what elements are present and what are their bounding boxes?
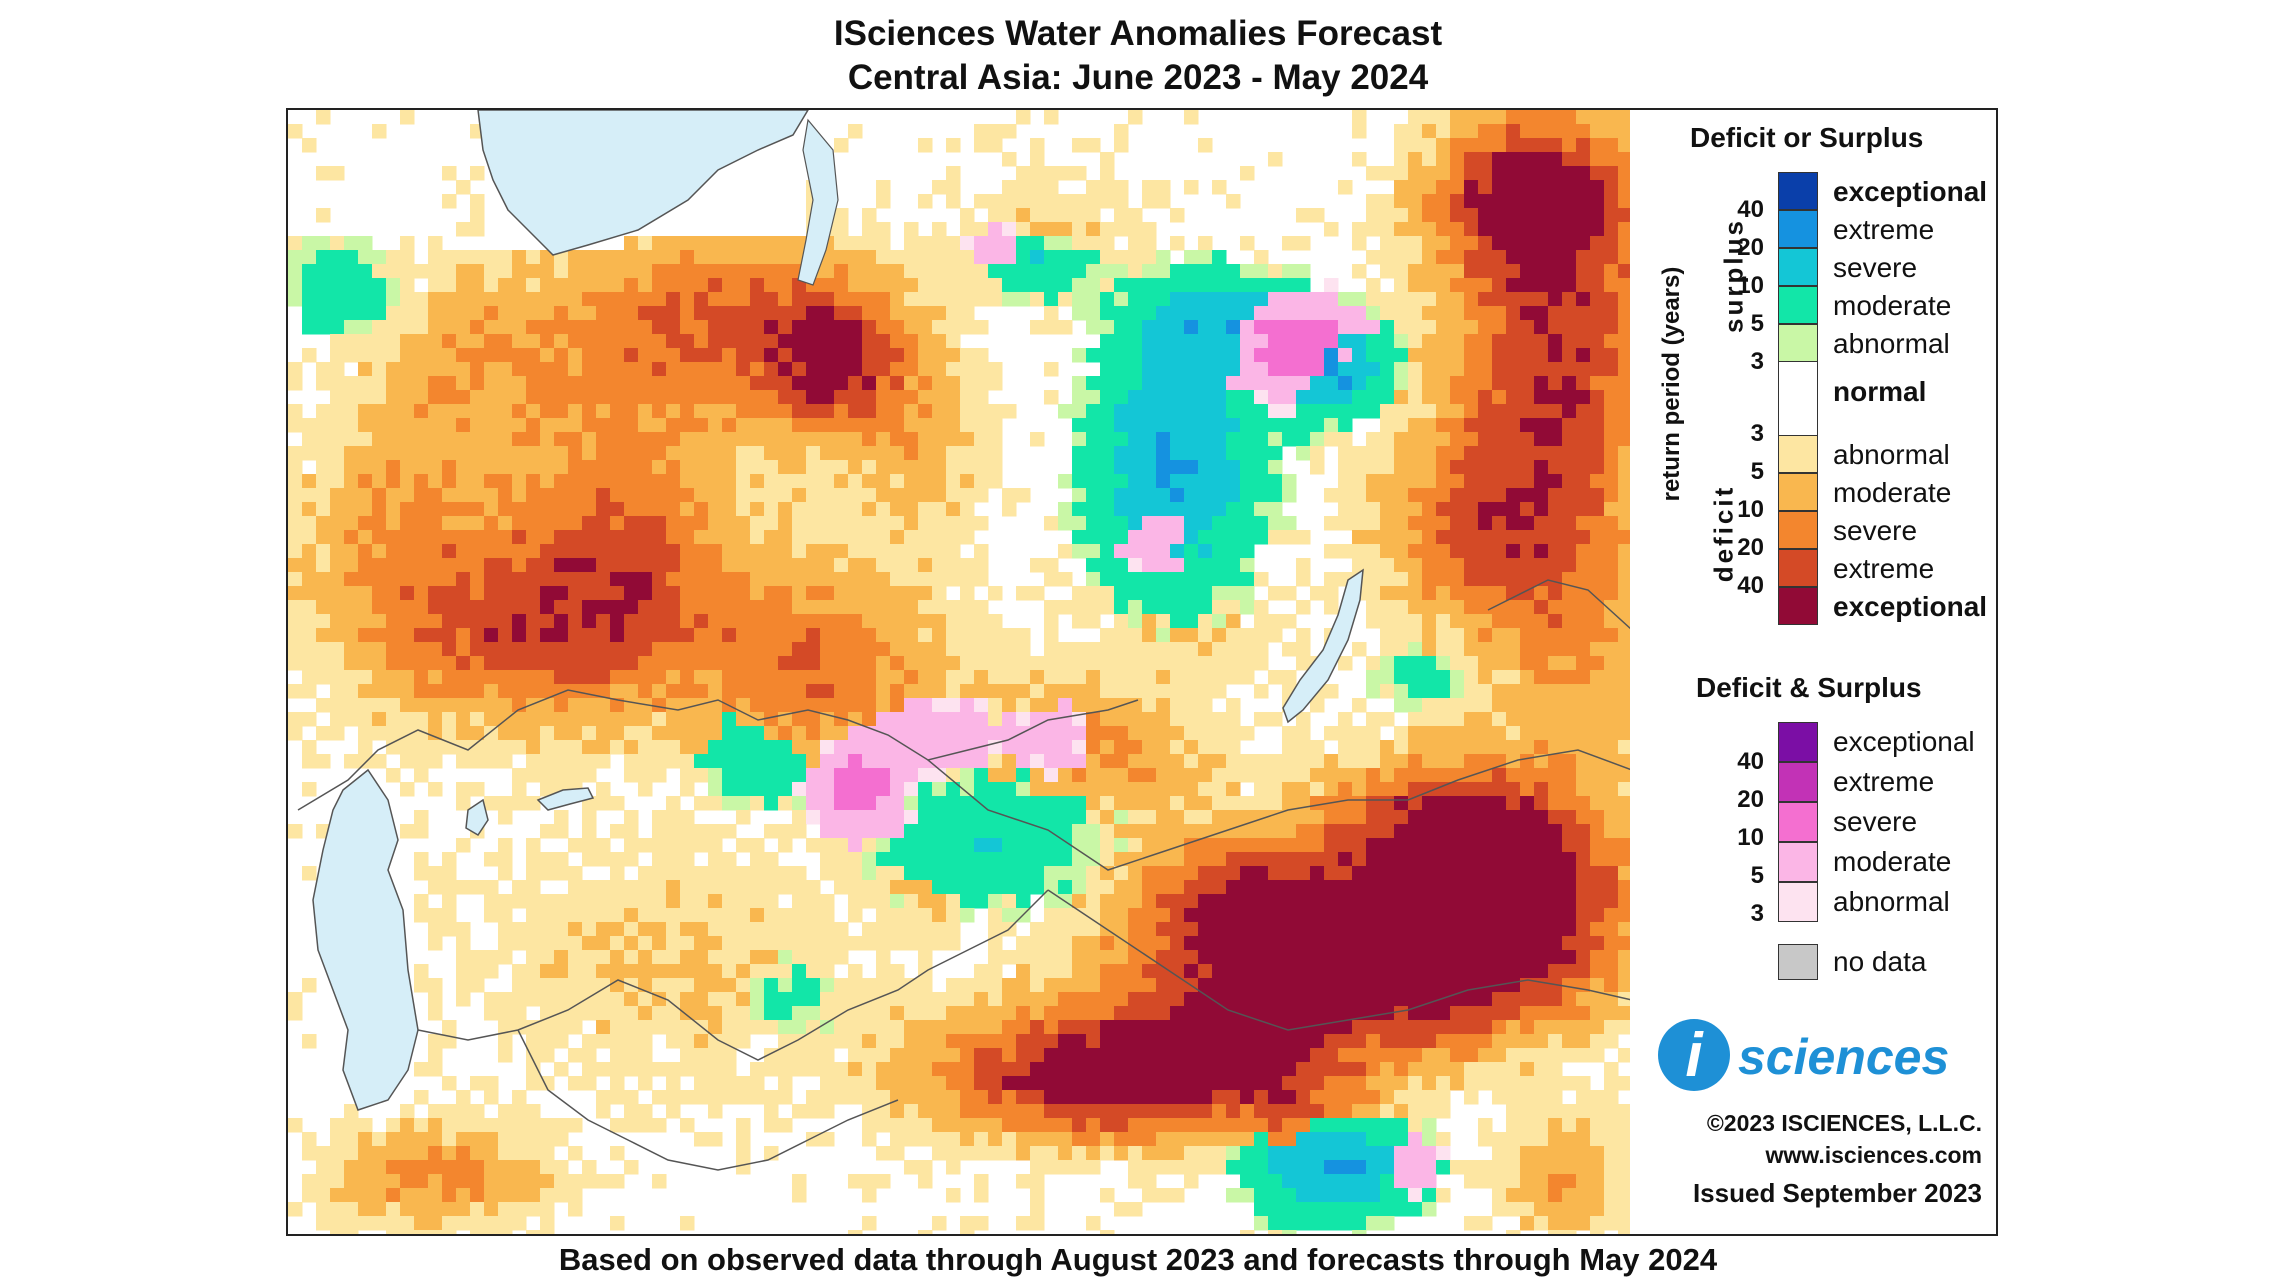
legend-both-swatch-3 — [1778, 842, 1818, 882]
lake-balkhash — [536, 787, 595, 811]
legend-label-0: exceptional — [1833, 176, 1988, 207]
kazakhstan-south-border — [417, 889, 1049, 1061]
both-tick-3: 3 — [1750, 900, 1764, 927]
legend-label-10: exceptional — [1833, 591, 1988, 622]
deficit-tick-5: 5 — [1750, 458, 1764, 485]
kara-sea — [477, 110, 809, 256]
russia-kazakhstan-border — [297, 689, 1139, 811]
china-border — [1047, 889, 1632, 1031]
deficit-tick-3: 3 — [1750, 420, 1764, 447]
surplus-tick-40: 40 — [1737, 196, 1764, 223]
logo-wordmark: sciences — [1738, 1029, 1949, 1085]
anomaly-map — [286, 108, 1634, 1236]
deficit-tick-20: 20 — [1737, 534, 1764, 561]
legend-swatch-0 — [1778, 172, 1818, 210]
legend-title-deficit-or-surplus: Deficit or Surplus — [1690, 122, 1924, 153]
both-tick-40: 40 — [1737, 748, 1764, 775]
copyright-text: ©2023 ISCIENCES, L.L.C. — [1706, 1110, 1982, 1136]
ob-gulf — [797, 118, 839, 286]
legend-both-label-1: extreme — [1833, 766, 1935, 797]
footer-note: Based on observed data through August 20… — [558, 1242, 1718, 1277]
legend-swatch-9 — [1778, 549, 1818, 587]
legend-label-6: abnormal — [1833, 439, 1950, 470]
northeast-china-border — [1487, 579, 1632, 631]
legend-label-1: extreme — [1833, 214, 1935, 245]
country-borders — [297, 579, 1632, 1171]
caspian-sea — [312, 768, 419, 1111]
legend-swatch-10 — [1778, 587, 1818, 625]
deficit-tick-40: 40 — [1737, 572, 1764, 599]
legend-both-label-0: exceptional — [1833, 726, 1975, 757]
legend-swatch-2 — [1778, 248, 1818, 286]
legend-label-7: moderate — [1833, 477, 1952, 508]
both-tick-5: 5 — [1750, 862, 1764, 889]
legend-both-swatch-0 — [1778, 722, 1818, 762]
isciences-logo: i sciences — [1652, 1010, 1992, 1100]
map-subtitle: Central Asia: June 2023 - May 2024 — [847, 58, 1429, 97]
deficit-tick-10: 10 — [1737, 496, 1764, 523]
surplus-tick-5: 5 — [1750, 310, 1764, 337]
legend-swatch-5 — [1778, 362, 1818, 435]
legend-swatch-8 — [1778, 511, 1818, 549]
legend-both-label-2: severe — [1833, 806, 1918, 837]
legend-swatch-4 — [1778, 324, 1818, 362]
map-title: ISciences Water Anomalies Forecast — [833, 14, 1443, 53]
both-tick-10: 10 — [1737, 824, 1764, 851]
issued-date: Issued September 2023 — [1692, 1178, 1982, 1208]
surplus-tick-3: 3 — [1750, 348, 1764, 375]
surplus-tick-20: 20 — [1737, 234, 1764, 261]
logo-circle-icon — [1658, 1019, 1730, 1091]
legend-label-2: severe — [1833, 252, 1918, 283]
legend-both-swatch-2 — [1778, 802, 1818, 842]
legend-swatch-3 — [1778, 286, 1818, 324]
legend-both-label-4: abnormal — [1833, 886, 1950, 917]
water-bodies — [312, 110, 1364, 1111]
legend-both-swatch-4 — [1778, 882, 1818, 922]
legend-swatch-7 — [1778, 473, 1818, 511]
legend-label-3: moderate — [1833, 290, 1952, 321]
legend-label-9: extreme — [1833, 553, 1935, 584]
legend-axis-label: return period (years) — [1658, 266, 1685, 502]
legend-nodata-swatch — [1778, 944, 1818, 980]
legend-label-4: abnormal — [1833, 328, 1950, 359]
anomaly-grid — [288, 110, 1632, 1234]
logo-letter: i — [1685, 1021, 1704, 1090]
legend-both-swatch-1 — [1778, 762, 1818, 802]
aral-sea — [465, 798, 489, 837]
legend-nodata-label: no data — [1833, 946, 1927, 977]
lake-baikal — [1282, 568, 1364, 724]
legend-label-8: severe — [1833, 515, 1918, 546]
surplus-tick-10: 10 — [1737, 272, 1764, 299]
legend-title-deficit-and-surplus: Deficit & Surplus — [1696, 672, 1922, 703]
legend-swatch-6 — [1778, 435, 1818, 473]
website-text: www.isciences.com — [1765, 1142, 1982, 1168]
legend-both-label-3: moderate — [1833, 846, 1952, 877]
legend-label-5: normal — [1833, 376, 1927, 407]
legend-swatch-1 — [1778, 210, 1818, 248]
map-canvas — [288, 110, 1632, 1234]
legend-panel: Deficit or Surplus return period (years)… — [1630, 108, 1998, 1236]
central-asia-border — [517, 1029, 899, 1171]
both-tick-20: 20 — [1737, 786, 1764, 813]
mongolia-border — [927, 749, 1632, 871]
